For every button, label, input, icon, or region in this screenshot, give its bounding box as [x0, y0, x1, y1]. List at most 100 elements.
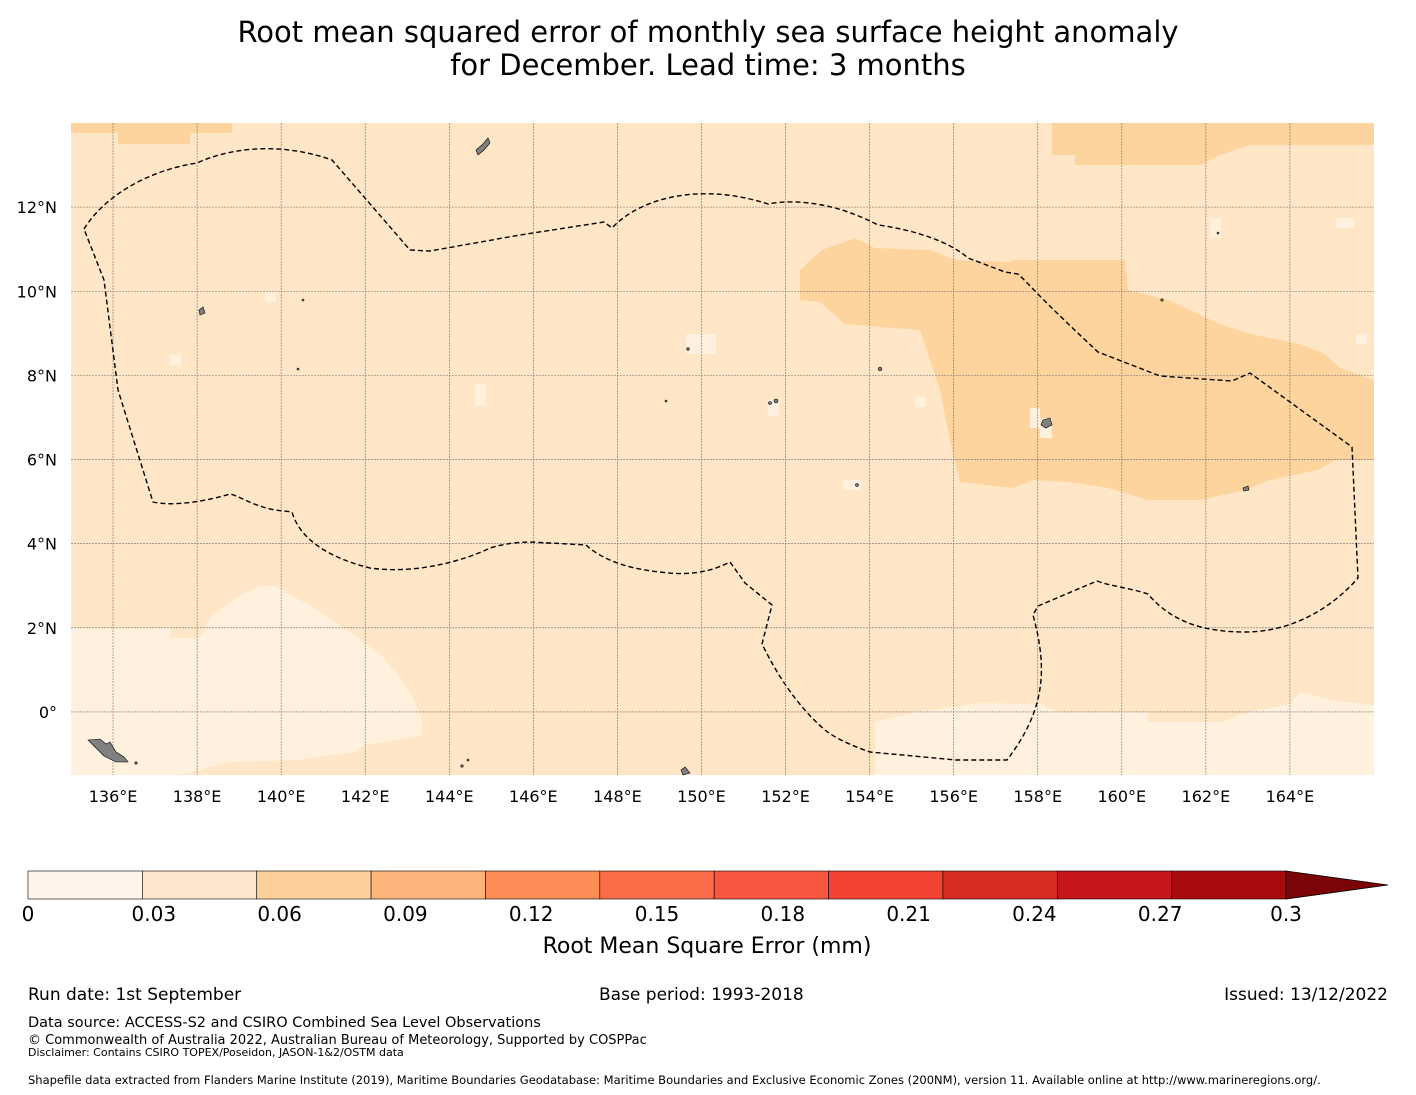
- colorbar-tick-label: 0.18: [761, 902, 806, 926]
- island: [134, 761, 138, 765]
- colorbar-swatch: [599, 870, 715, 900]
- island: [768, 401, 772, 405]
- rmse-speck: [768, 400, 779, 416]
- island: [301, 298, 305, 302]
- colorbar-swatch: [370, 870, 486, 900]
- rmse-speck: [170, 355, 181, 365]
- island: [1242, 485, 1250, 492]
- lon-tick-label: 138°E: [173, 787, 222, 806]
- eez-boundary: [83, 147, 1359, 761]
- island: [198, 306, 206, 316]
- lon-tick-label: 150°E: [677, 787, 726, 806]
- rmse-low-region-southeast: [875, 692, 1374, 775]
- lon-tick-label: 144°E: [425, 787, 474, 806]
- lon-tick-label: 158°E: [1013, 787, 1062, 806]
- rmse-high-patch-northwest: [71, 123, 232, 144]
- lat-tick-label: 6°N: [27, 451, 57, 470]
- island: [877, 366, 883, 372]
- lat-tick-label: 10°N: [17, 282, 57, 301]
- rmse-speck: [1336, 218, 1354, 228]
- lon-tick-label: 152°E: [761, 787, 810, 806]
- colorbar-extend-triangle: [1285, 870, 1389, 900]
- lat-tick-label: 8°N: [27, 366, 57, 385]
- lon-tick-label: 156°E: [929, 787, 978, 806]
- issued-date: Issued: 13/12/2022: [1224, 985, 1388, 1005]
- island: [1216, 231, 1220, 235]
- lon-tick-label: 162°E: [1182, 787, 1231, 806]
- rmse-speck: [1356, 334, 1367, 344]
- lon-tick-label: 160°E: [1097, 787, 1146, 806]
- rmse-low-region-southwest: [71, 586, 422, 775]
- rmse-high-patch-northeast: [1052, 123, 1374, 165]
- rmse-speck: [475, 384, 486, 406]
- longitude-tick-labels: 136°E 138°E 140°E 142°E 144°E 146°E 148°E 150°E…: [89, 787, 1315, 806]
- rmse-speck: [843, 480, 861, 490]
- rmse-high-region-central-east: [800, 238, 1374, 500]
- base-period: Base period: 1993-2018: [599, 985, 804, 1005]
- colorbar-tick-label: 0: [22, 902, 35, 926]
- rmse-speck: [915, 397, 926, 407]
- colorbar-tick-label: 0.24: [1012, 902, 1057, 926]
- island: [1040, 417, 1053, 429]
- rmse-speck: [1210, 218, 1221, 238]
- gridlines: [71, 123, 1374, 775]
- lat-tick-label: 0°: [39, 703, 57, 722]
- island: [87, 738, 129, 763]
- island: [466, 758, 470, 762]
- colorbar-swatch: [942, 870, 1058, 900]
- latitude-tick-labels: 12°N 10°N 8°N 6°N 4°N 2°N 0°: [17, 198, 57, 722]
- colorbar-swatch: [713, 870, 829, 900]
- colorbar-swatch: [142, 870, 258, 900]
- rmse-field: [71, 123, 1374, 775]
- lon-tick-label: 164°E: [1266, 787, 1315, 806]
- island: [296, 367, 300, 371]
- island: [1160, 298, 1164, 302]
- rmse-speck: [686, 334, 716, 354]
- shapefile-credit: Shapefile data extracted from Flanders M…: [28, 1073, 1321, 1087]
- disclaimer: Disclaimer: Contains CSIRO TOPEX/Poseido…: [28, 1046, 404, 1059]
- colorbar-swatch: [1171, 870, 1287, 900]
- colorbar-tick-label: 0.27: [1138, 902, 1183, 926]
- island: [773, 398, 779, 404]
- lon-tick-label: 140°E: [257, 787, 306, 806]
- data-source: Data source: ACCESS-S2 and CSIRO Combine…: [28, 1015, 541, 1031]
- colorbar-swatch: [828, 870, 944, 900]
- lon-tick-label: 154°E: [845, 787, 894, 806]
- colorbar-tick-label: 0.06: [257, 902, 302, 926]
- map-panel: 136°E 138°E 140°E 142°E 144°E 146°E 148°E 150°E…: [17, 123, 1374, 806]
- lon-tick-label: 146°E: [509, 787, 558, 806]
- colorbar-swatch: [256, 870, 372, 900]
- colorbar-tick-label: 0.12: [509, 902, 554, 926]
- island: [855, 483, 859, 487]
- colorbar-title: Root Mean Square Error (mm): [543, 934, 872, 959]
- run-date: Run date: 1st September: [28, 985, 242, 1005]
- island: [460, 764, 464, 768]
- lon-tick-label: 142°E: [341, 787, 390, 806]
- island: [475, 137, 491, 156]
- colorbar: 0 0.03 0.06 0.09 0.12 0.15 0.18 0.21 0.24 0.27 0.3…: [22, 870, 1389, 959]
- land-masses: [87, 137, 1250, 776]
- colorbar-swatch: [27, 870, 143, 900]
- island: [664, 399, 668, 403]
- island: [680, 766, 691, 776]
- lat-tick-label: 12°N: [17, 198, 57, 217]
- lon-tick-label: 136°E: [89, 787, 138, 806]
- colorbar-tick-label: 0.03: [132, 902, 177, 926]
- rmse-speck: [265, 292, 276, 302]
- colorbar-tick-label: 0.3: [1270, 902, 1302, 926]
- copyright: © Commonwealth of Australia 2022, Austra…: [28, 1033, 647, 1048]
- colorbar-tick-label: 0.15: [635, 902, 680, 926]
- map-title: Root mean squared error of monthly sea s…: [0, 16, 1416, 82]
- title-line-1: Root mean squared error of monthly sea s…: [237, 15, 1179, 49]
- colorbar-swatch: [1056, 870, 1172, 900]
- colorbar-tick-label: 0.09: [383, 902, 428, 926]
- colorbar-tick-labels: 0 0.03 0.06 0.09 0.12 0.15 0.18 0.21 0.24 0.27 0.3: [22, 902, 1302, 926]
- rmse-speck: [1030, 408, 1040, 428]
- island: [686, 347, 690, 351]
- lon-tick-label: 148°E: [593, 787, 642, 806]
- colorbar-tick-label: 0.21: [886, 902, 931, 926]
- colorbar-swatches: [27, 870, 1287, 900]
- title-line-2: for December. Lead time: 3 months: [450, 48, 966, 82]
- lat-tick-label: 4°N: [27, 535, 57, 554]
